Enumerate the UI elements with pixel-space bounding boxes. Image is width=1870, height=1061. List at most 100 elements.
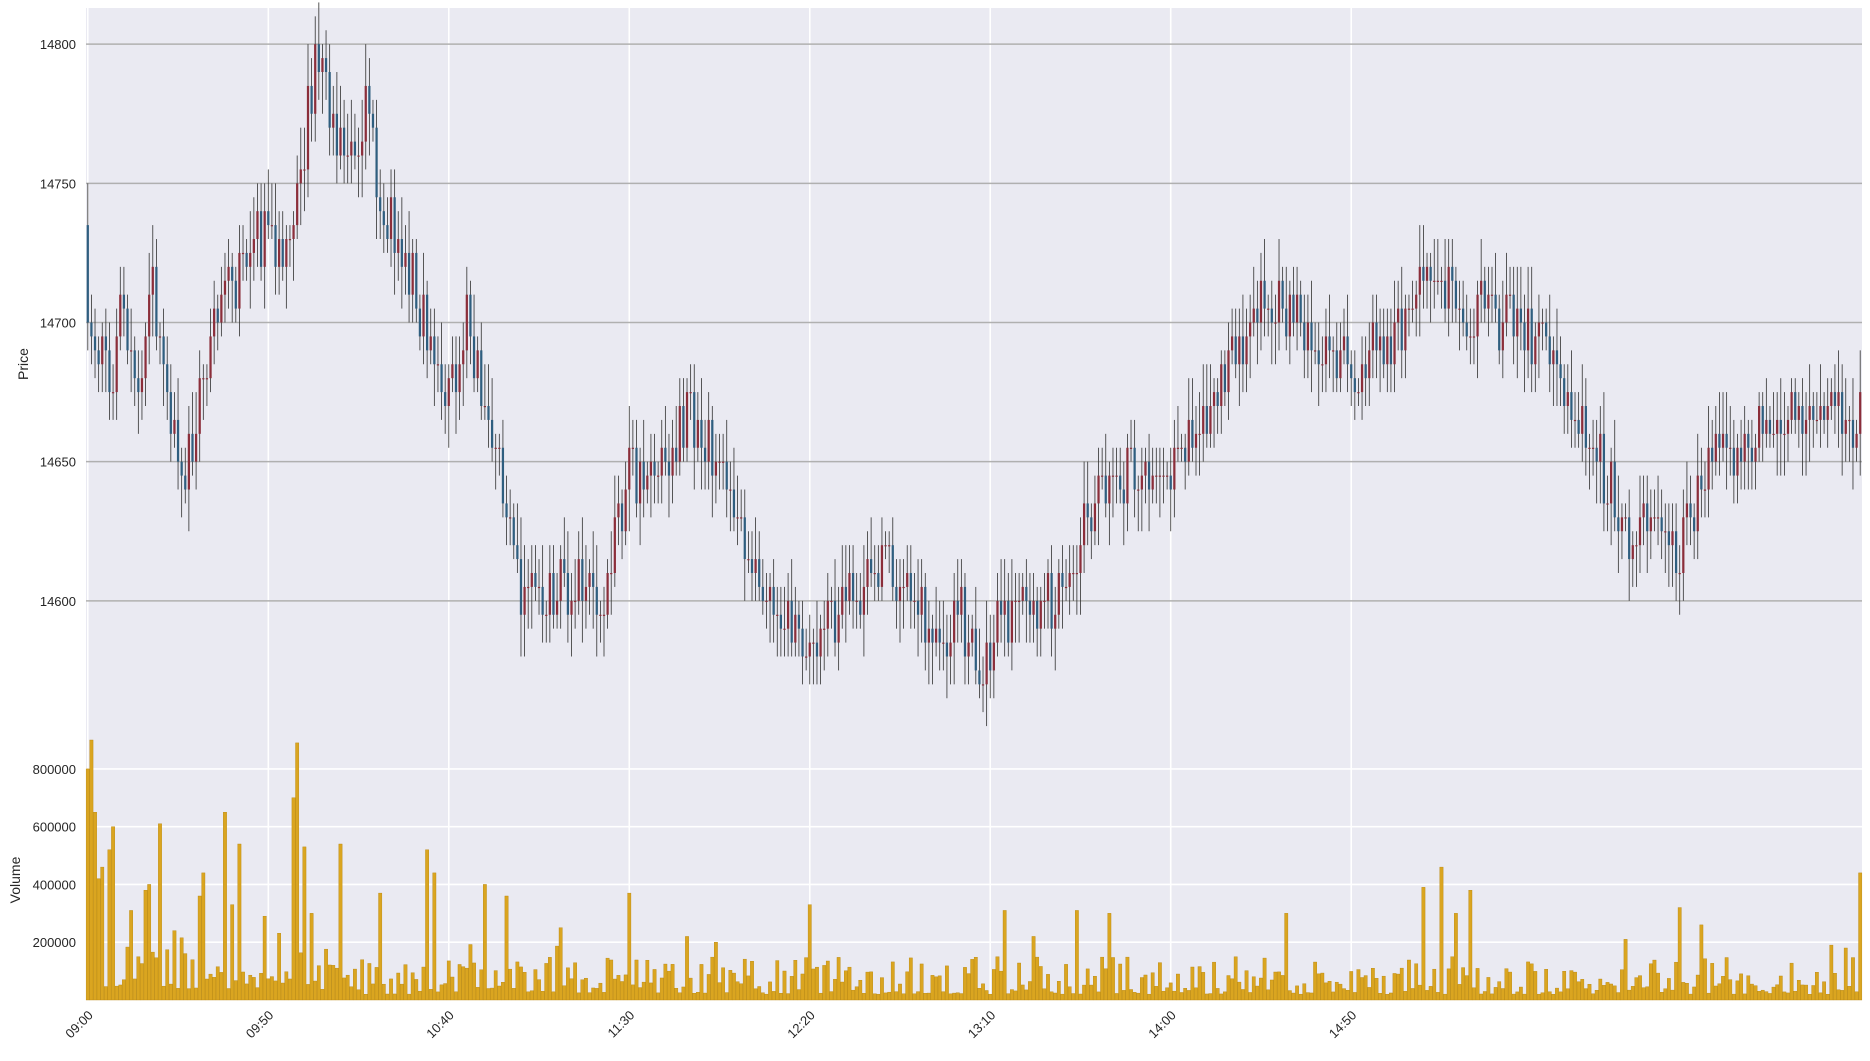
candle	[1129, 419, 1133, 462]
candle	[130, 308, 133, 393]
candle-body-down	[534, 573, 537, 587]
volume-bar	[1858, 872, 1863, 1001]
candle-body-up	[971, 628, 974, 643]
volume-bar	[1374, 978, 1379, 1001]
volume-bar	[703, 992, 707, 1001]
candle	[1032, 573, 1035, 643]
volume-bar	[493, 970, 498, 1001]
candle	[371, 99, 375, 142]
candle-body-up	[942, 642, 945, 644]
candle-body-up	[1046, 573, 1050, 601]
candle-body-down	[566, 573, 570, 615]
volume-bar	[1793, 991, 1798, 1001]
candle	[1082, 461, 1086, 574]
candle	[1202, 364, 1205, 462]
candle	[1595, 419, 1598, 504]
candle	[1144, 447, 1147, 504]
candle	[1830, 378, 1833, 420]
volume-bar	[822, 965, 827, 1001]
candle-body-down	[1263, 280, 1266, 309]
candle	[761, 559, 764, 615]
candle	[119, 266, 122, 351]
candle-body-up	[1418, 266, 1421, 295]
candle-body-up	[765, 600, 768, 603]
volume-bar	[100, 866, 105, 1001]
candle-body-down	[180, 461, 183, 476]
volume-bar	[93, 812, 97, 1001]
candle-body-down	[801, 628, 804, 657]
candle	[938, 600, 941, 671]
volume-bar	[313, 980, 318, 1001]
candle	[1635, 531, 1638, 587]
candle-body-up	[624, 489, 627, 532]
candle	[1736, 433, 1739, 504]
candle-body-down	[184, 475, 187, 490]
volume-bar	[1645, 986, 1650, 1001]
candle-body-down	[480, 350, 483, 407]
candle	[361, 99, 364, 198]
candle-body-up	[729, 489, 732, 491]
candle-body-up	[848, 573, 851, 601]
candle-body-up	[1274, 322, 1277, 324]
candle	[577, 531, 580, 615]
candle	[884, 531, 887, 560]
candle	[570, 573, 573, 657]
candle-body-up	[202, 378, 205, 380]
candle-body-up	[794, 614, 797, 643]
candle-body-up	[1386, 336, 1389, 365]
price-tick-label: 14650	[40, 455, 76, 470]
candle-body-up	[1844, 419, 1847, 434]
volume-bar	[540, 991, 545, 1001]
candle-body-down	[440, 364, 443, 393]
candle	[1703, 461, 1707, 518]
candle-body-up	[119, 294, 122, 337]
volume-bar	[1620, 969, 1624, 1001]
candle-body-down	[1328, 336, 1331, 351]
candle-body-down	[1382, 336, 1385, 365]
candle	[1386, 308, 1389, 393]
volume-bar	[1320, 972, 1325, 1001]
candle-body-up	[1093, 503, 1097, 532]
volume-bar	[963, 967, 967, 1001]
volume-bar	[1244, 970, 1249, 1001]
candle	[660, 419, 663, 504]
volume-bar	[1259, 977, 1263, 1001]
candle-body-up	[855, 600, 858, 603]
candle	[953, 573, 956, 685]
volume-bar	[1309, 992, 1314, 1001]
candle	[920, 559, 923, 643]
candle	[1252, 266, 1255, 337]
candle-body-up	[1685, 503, 1689, 518]
candle-body-down	[379, 197, 382, 212]
candle	[768, 573, 772, 643]
candle-body-down	[1747, 433, 1750, 448]
candle	[1696, 433, 1699, 560]
candle	[1270, 280, 1273, 365]
candle-body-up	[873, 573, 876, 575]
candle	[1758, 392, 1761, 462]
candle	[1422, 225, 1425, 309]
candle-body-up	[1682, 517, 1685, 574]
candle-body-up	[1238, 336, 1241, 365]
candle-body-up	[537, 586, 541, 589]
candle-body-down	[1801, 406, 1804, 434]
candle	[1205, 364, 1208, 448]
volume-bar	[1652, 959, 1657, 1001]
volume-bar	[508, 968, 513, 1001]
volume-bar	[1746, 975, 1751, 1001]
candle-body-down	[945, 642, 949, 657]
candle-body-down	[1169, 475, 1172, 490]
volume-bar	[255, 987, 260, 1001]
candle-body-up	[805, 656, 808, 658]
volume-bar	[172, 930, 177, 1001]
candle	[1671, 503, 1674, 587]
candle	[700, 378, 703, 490]
volume-bar	[840, 981, 845, 1001]
candle-body-up	[1411, 308, 1414, 310]
volume-bar	[1710, 963, 1715, 1001]
candle-body-down	[1353, 378, 1356, 393]
volume-bar	[1526, 961, 1530, 1001]
candle	[1429, 252, 1432, 323]
candle-body-up	[649, 461, 653, 476]
volume-bar	[118, 984, 123, 1001]
